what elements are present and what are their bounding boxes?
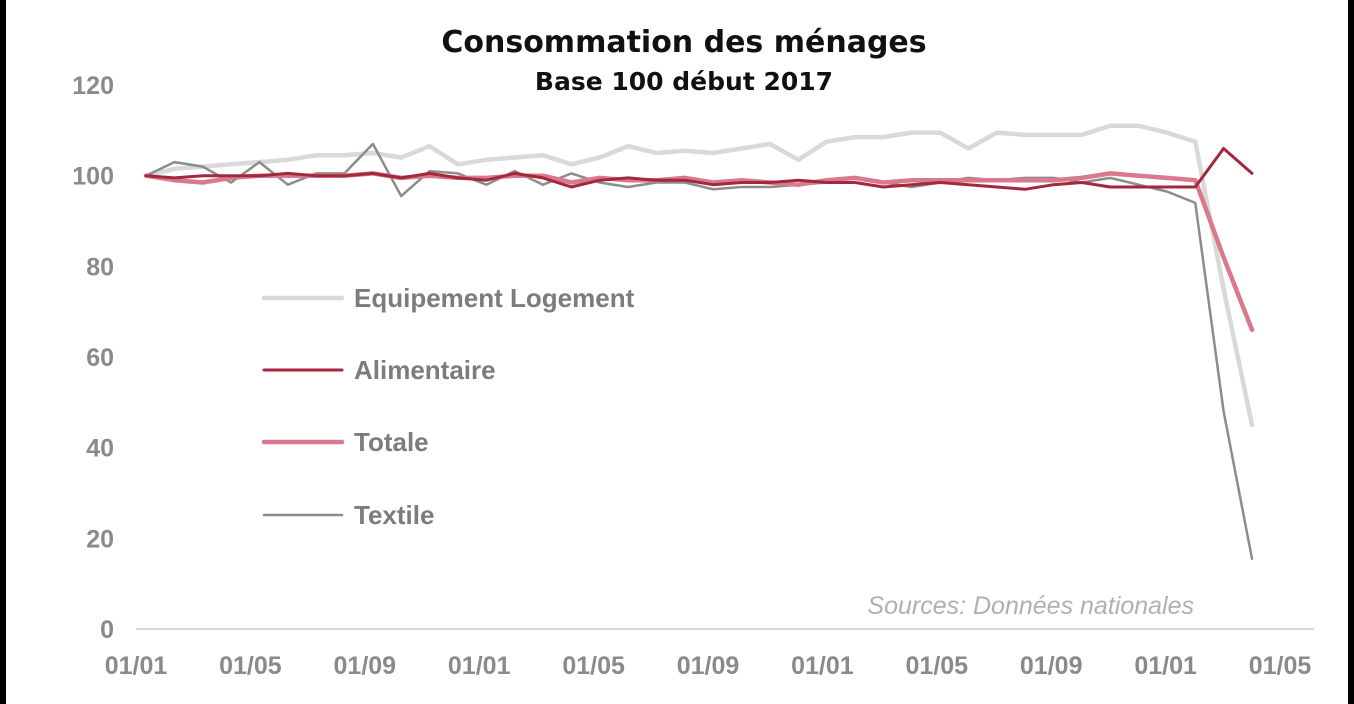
x-tick-label: 01/01 bbox=[105, 652, 168, 680]
x-tick-label: 01/01 bbox=[448, 652, 511, 680]
x-tick-label: 01/09 bbox=[1020, 652, 1083, 680]
y-tick-label: 40 bbox=[86, 435, 114, 463]
chart-title: Consommation des ménages bbox=[441, 25, 926, 60]
y-tick-label: 60 bbox=[86, 344, 114, 372]
series-line-alimentaire bbox=[144, 147, 1254, 191]
x-tick-label: 01/05 bbox=[906, 652, 969, 680]
legend-label-equipement-logement: Equipement Logement bbox=[354, 283, 635, 313]
chart-subtitle: Base 100 début 2017 bbox=[535, 67, 833, 96]
x-tick-label: 01/05 bbox=[562, 652, 625, 680]
legend-label-totale: Totale bbox=[354, 427, 429, 457]
y-tick-label: 120 bbox=[72, 72, 114, 100]
chart-frame: Consommation des ménages Base 100 début … bbox=[6, 0, 1348, 704]
y-tick-label: 20 bbox=[86, 525, 114, 553]
y-tick-label: 0 bbox=[100, 616, 114, 644]
line-chart: Consommation des ménages Base 100 début … bbox=[72, 25, 1314, 680]
x-tick-label: 01/05 bbox=[219, 652, 282, 680]
x-tick-label: 01/05 bbox=[1249, 652, 1312, 680]
y-tick-label: 100 bbox=[72, 163, 114, 191]
x-tick-label: 01/09 bbox=[677, 652, 740, 680]
series-line-totale bbox=[143, 171, 1255, 333]
legend-label-textile: Textile bbox=[354, 500, 434, 530]
x-tick-label: 01/01 bbox=[1134, 652, 1197, 680]
x-tick-label: 01/09 bbox=[334, 652, 397, 680]
series-group bbox=[143, 123, 1255, 560]
legend: Equipement Logement Alimentaire Totale Text… bbox=[261, 283, 635, 530]
series-line-textile bbox=[144, 142, 1254, 560]
legend-label-alimentaire: Alimentaire bbox=[354, 355, 496, 385]
y-axis: 0 20 40 60 80 100 120 bbox=[72, 72, 114, 644]
y-tick-label: 80 bbox=[86, 253, 114, 281]
x-axis: 01/01 01/05 01/09 01/01 01/05 01/09 01/01 01/05… bbox=[105, 652, 1312, 680]
series-line-equipement-logement bbox=[143, 123, 1255, 428]
source-note: Sources: Données nationales bbox=[867, 592, 1194, 620]
x-tick-label: 01/01 bbox=[791, 652, 854, 680]
